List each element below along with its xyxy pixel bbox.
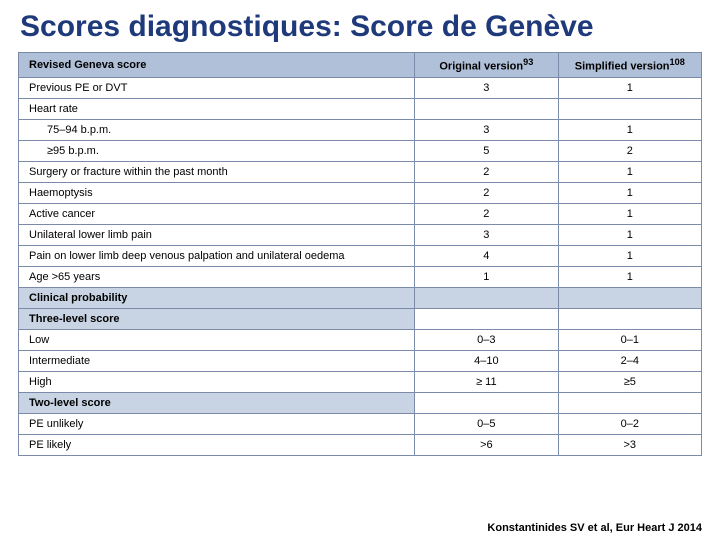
row-simplified: ≥5 bbox=[558, 371, 701, 392]
level2-row: PE likely>6>3 bbox=[19, 434, 702, 455]
row-original: 0–3 bbox=[415, 329, 558, 350]
row-label: Low bbox=[19, 329, 415, 350]
row-original: >6 bbox=[415, 434, 558, 455]
row-simplified: 2–4 bbox=[558, 350, 701, 371]
criteria-row: Surgery or fracture within the past mont… bbox=[19, 161, 702, 182]
row-label: Active cancer bbox=[19, 203, 415, 224]
row-label: PE unlikely bbox=[19, 413, 415, 434]
section-clinical-probability: Clinical probability bbox=[19, 287, 415, 308]
row-label: Unilateral lower limb pain bbox=[19, 224, 415, 245]
criteria-row: 75–94 b.p.m.31 bbox=[19, 119, 702, 140]
criteria-row: Previous PE or DVT31 bbox=[19, 77, 702, 98]
row-simplified: 1 bbox=[558, 77, 701, 98]
row-label: Intermediate bbox=[19, 350, 415, 371]
row-original: 4–10 bbox=[415, 350, 558, 371]
row-label: Age >65 years bbox=[19, 266, 415, 287]
criteria-row: Haemoptysis21 bbox=[19, 182, 702, 203]
row-label: PE likely bbox=[19, 434, 415, 455]
section-three-level: Three-level score bbox=[19, 308, 415, 329]
row-simplified: 0–2 bbox=[558, 413, 701, 434]
level3-row: Low0–30–1 bbox=[19, 329, 702, 350]
criteria-row: Active cancer21 bbox=[19, 203, 702, 224]
row-original: 0–5 bbox=[415, 413, 558, 434]
row-original: 5 bbox=[415, 140, 558, 161]
row-simplified: 1 bbox=[558, 119, 701, 140]
level3-row: Intermediate4–102–4 bbox=[19, 350, 702, 371]
criteria-row: Age >65 years11 bbox=[19, 266, 702, 287]
row-simplified: 2 bbox=[558, 140, 701, 161]
level3-row: High≥ 11≥5 bbox=[19, 371, 702, 392]
row-simplified: 1 bbox=[558, 266, 701, 287]
row-simplified: 1 bbox=[558, 161, 701, 182]
row-simplified: 1 bbox=[558, 245, 701, 266]
criteria-row: Pain on lower limb deep venous palpation… bbox=[19, 245, 702, 266]
row-simplified: 1 bbox=[558, 203, 701, 224]
row-original: 2 bbox=[415, 203, 558, 224]
row-original: 2 bbox=[415, 182, 558, 203]
criteria-row: ≥95 b.p.m.52 bbox=[19, 140, 702, 161]
row-label: Haemoptysis bbox=[19, 182, 415, 203]
level2-row: PE unlikely0–50–2 bbox=[19, 413, 702, 434]
row-original: 4 bbox=[415, 245, 558, 266]
row-simplified: 0–1 bbox=[558, 329, 701, 350]
row-original: 3 bbox=[415, 224, 558, 245]
row-original: 3 bbox=[415, 77, 558, 98]
row-original: 1 bbox=[415, 266, 558, 287]
row-original: ≥ 11 bbox=[415, 371, 558, 392]
row-label: 75–94 b.p.m. bbox=[19, 119, 415, 140]
criteria-row: Heart rate bbox=[19, 98, 702, 119]
row-label: Previous PE or DVT bbox=[19, 77, 415, 98]
row-label: Surgery or fracture within the past mont… bbox=[19, 161, 415, 182]
header-main: Revised Geneva score bbox=[19, 53, 415, 78]
row-label: ≥95 b.p.m. bbox=[19, 140, 415, 161]
header-simplified: Simplified version108 bbox=[558, 53, 701, 78]
row-simplified: 1 bbox=[558, 182, 701, 203]
row-label: High bbox=[19, 371, 415, 392]
criteria-row: Unilateral lower limb pain31 bbox=[19, 224, 702, 245]
page-title: Scores diagnostiques: Score de Genève bbox=[0, 0, 720, 52]
row-simplified: 1 bbox=[558, 224, 701, 245]
header-original: Original version93 bbox=[415, 53, 558, 78]
citation: Konstantinides SV et al, Eur Heart J 201… bbox=[487, 522, 702, 534]
table-container: Revised Geneva score Original version93 … bbox=[0, 52, 720, 456]
row-original: 2 bbox=[415, 161, 558, 182]
row-label: Pain on lower limb deep venous palpation… bbox=[19, 245, 415, 266]
row-original: 3 bbox=[415, 119, 558, 140]
row-label: Heart rate bbox=[19, 98, 415, 119]
geneva-score-table: Revised Geneva score Original version93 … bbox=[18, 52, 702, 456]
row-simplified: >3 bbox=[558, 434, 701, 455]
section-two-level: Two-level score bbox=[19, 392, 415, 413]
